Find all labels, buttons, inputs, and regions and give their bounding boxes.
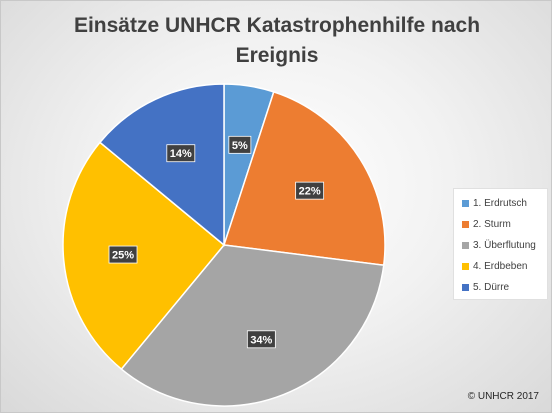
- data-label-box: [228, 135, 252, 154]
- legend: 1. Erdrutsch 2. Sturm 3. Überflutung 4. …: [453, 188, 548, 300]
- legend-item: 5. Dürre: [462, 277, 547, 298]
- pie-slice-ueberflutung: [120, 244, 385, 407]
- chart-title-line-1: Einsätze UNHCR Katastrophenhilfe nach: [73, 14, 481, 37]
- data-label-box: [166, 144, 196, 163]
- copyright-note: © UNHCR 2017: [467, 391, 539, 402]
- legend-swatch-ueberflutung: [462, 242, 469, 249]
- legend-label: 2. Sturm: [473, 219, 511, 230]
- legend-swatch-erdrutsch: [462, 200, 469, 207]
- chart-title-line-2: Ereignis: [235, 44, 319, 67]
- data-label-box: [108, 245, 138, 264]
- legend-label: 4. Erdbeben: [473, 261, 528, 272]
- data-label-ueberflutung: 34%: [250, 334, 272, 346]
- pie-slice-duerre: [98, 83, 225, 247]
- data-label-box: [246, 330, 276, 349]
- legend-label: 1. Erdrutsch: [473, 198, 527, 209]
- legend-label: 5. Dürre: [473, 282, 510, 293]
- legend-item: 4. Erdbeben: [462, 256, 547, 277]
- data-label-sturm: 22%: [299, 186, 321, 198]
- data-label-erdrutsch: 5%: [232, 140, 248, 152]
- legend-label: 3. Überflutung: [473, 240, 536, 251]
- legend-item: 3. Überflutung: [462, 235, 547, 256]
- pie-slice-erdbeben: [62, 141, 226, 371]
- chart-title: Einsätze UNHCR Katastrophenhilfe nach Er…: [1, 11, 552, 71]
- legend-swatch-erdbeben: [462, 263, 469, 270]
- pie-slice-sturm: [223, 90, 386, 267]
- legend-swatch-duerre: [462, 284, 469, 291]
- data-label-box: [295, 181, 325, 200]
- data-label-erdbeben: 25%: [112, 250, 134, 262]
- data-label-duerre: 14%: [170, 148, 192, 160]
- legend-swatch-sturm: [462, 221, 469, 228]
- legend-item: 1. Erdrutsch: [462, 193, 547, 214]
- legend-item: 2. Sturm: [462, 214, 547, 235]
